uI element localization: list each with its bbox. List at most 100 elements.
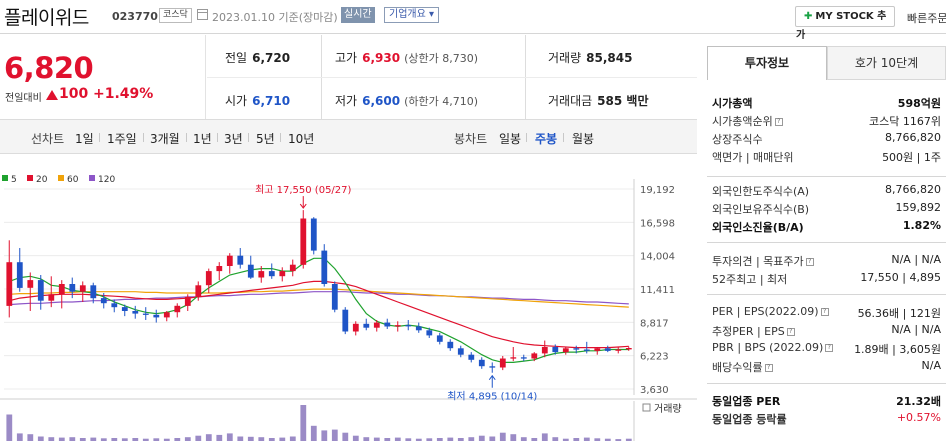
info-row-label: 시가총액순위?	[712, 113, 783, 129]
candle-body	[174, 305, 181, 313]
volume-bar	[48, 437, 55, 441]
info-row-value: 56.36배 | 121원	[857, 307, 941, 320]
candle-body	[499, 358, 506, 368]
info-row-label: 외국인보유주식수(B)	[712, 203, 810, 216]
volume-legend-box	[642, 403, 651, 412]
info-row-label: PER | EPS(2022.09)?	[712, 305, 829, 318]
candle-chart-label: 봉차트	[454, 132, 488, 146]
volume-bar	[247, 436, 254, 441]
volume-bar	[100, 438, 107, 441]
period-1w[interactable]: 1주일	[107, 132, 137, 146]
candle-body	[247, 264, 254, 278]
volume-bar	[279, 437, 286, 441]
candle-body	[510, 357, 517, 359]
info-row-value: N/A | N/A	[891, 323, 941, 336]
period-1d[interactable]: 1일	[75, 132, 94, 146]
help-icon[interactable]: ?	[825, 344, 834, 352]
candle-body	[184, 296, 191, 306]
change-percent: +1.49%	[93, 86, 154, 102]
help-icon[interactable]: ?	[774, 118, 783, 126]
period-3y[interactable]: 3년	[224, 132, 243, 146]
y-tick-label: 3,630	[640, 385, 669, 396]
legend-label-60: 60	[67, 175, 79, 185]
legend-swatch-120	[89, 175, 95, 181]
legend-swatch-20	[27, 175, 33, 181]
info-row: 투자의견 | 목표주가? N/A | N/A	[707, 251, 941, 269]
candle-body	[531, 353, 538, 359]
moving-average-ma20	[9, 280, 629, 349]
y-tick-label: 16,598	[640, 218, 675, 229]
help-icon[interactable]: ?	[786, 328, 795, 336]
candle-body	[111, 303, 118, 308]
volume-bar	[111, 438, 118, 441]
info-row-value: +0.57%	[896, 411, 941, 424]
info-row: 시가총액순위? 코스닥 1167위	[707, 111, 941, 129]
period-10y[interactable]: 10년	[288, 132, 315, 146]
help-icon[interactable]: ?	[764, 364, 773, 372]
volume-bar	[37, 436, 44, 441]
change-amount: 100	[59, 86, 89, 102]
info-row-label: 상장주식수	[712, 133, 763, 146]
period-3m[interactable]: 3개월	[150, 132, 180, 146]
candle-monthly[interactable]: 월봉	[572, 132, 595, 146]
info-row: 외국인소진율(B/A) 1.82%	[707, 217, 941, 235]
candle-body	[90, 285, 97, 299]
chart-period-bar: 선차트 1일 1주일 3개월 1년 3년 5년 10년 봉차트 일봉 주봉 월봉	[0, 119, 697, 154]
candle-body	[625, 348, 632, 350]
volume-bar	[79, 438, 86, 441]
volume-bar	[268, 438, 275, 441]
candle-body	[310, 218, 317, 251]
quick-order-link[interactable]: 빠른주문	[907, 12, 946, 25]
info-row-value: 8,766,820	[885, 183, 941, 196]
period-1y[interactable]: 1년	[193, 132, 212, 146]
volume-bar	[289, 436, 296, 441]
volume-bar	[594, 438, 601, 441]
change-label: 전일대비	[5, 93, 42, 104]
info-row-value: N/A	[921, 359, 941, 372]
candle-body	[352, 323, 359, 332]
volume-bar	[184, 437, 191, 441]
section-divider	[707, 383, 946, 384]
info-row: 동일업종 PER 21.32배	[707, 391, 941, 409]
candle-body	[394, 325, 401, 327]
candle-body	[163, 312, 170, 318]
volume-bar	[541, 433, 548, 441]
legend-swatch-5	[2, 175, 8, 181]
calendar-icon	[197, 9, 208, 20]
info-row-label: 외국인소진율(B/A)	[712, 221, 804, 234]
info-row: 52주최고 | 최저 17,550 | 4,895	[707, 269, 941, 287]
tab-investment-info[interactable]: 투자정보	[707, 46, 827, 80]
volume-bar	[58, 437, 65, 441]
info-row-value: 21.32배	[896, 395, 941, 408]
info-tabs: 투자정보 호가 10단계	[707, 46, 946, 80]
volume-bar	[478, 435, 485, 441]
weekly-candle-chart: 5 20 60 120 19,192 16,598 14,004 11,411 8,817 6,2…	[0, 155, 697, 441]
y-tick-label: 14,004	[640, 252, 675, 263]
investment-info-panel: 투자정보 호가 10단계 시가총액 598억원 시가총액순위? 코스닥 1167위 상장…	[707, 46, 946, 441]
realtime-button[interactable]: 실시간	[341, 7, 375, 23]
candle-daily[interactable]: 일봉	[499, 132, 522, 146]
current-price-panel: 6,820 전일대비 100 +1.49%	[0, 35, 206, 119]
volume-bar	[510, 434, 517, 441]
candle-body	[142, 313, 149, 315]
candle-body	[226, 255, 233, 266]
info-row: 외국인보유주식수(B) 159,892	[707, 199, 941, 217]
period-5y[interactable]: 5년	[256, 132, 275, 146]
volume-bar	[384, 438, 391, 441]
volume-bar	[363, 437, 370, 441]
tab-order-book[interactable]: 호가 10단계	[827, 46, 946, 80]
candle-body	[258, 271, 265, 278]
help-icon[interactable]: ?	[805, 258, 814, 266]
help-icon[interactable]: ?	[820, 308, 829, 316]
candle-body	[121, 307, 128, 311]
market-badge: 코스닥	[159, 8, 192, 23]
company-overview-dropdown[interactable]: 기업개요 ▾	[384, 7, 439, 23]
volume-bar	[121, 438, 128, 441]
candle-weekly[interactable]: 주봉	[535, 132, 558, 146]
candle-body	[615, 349, 622, 351]
y-tick-label: 8,817	[640, 318, 669, 329]
add-my-stock-button[interactable]: ✚ MY STOCK 추가	[795, 6, 895, 41]
volume-bar	[499, 432, 506, 441]
info-row-value: 8,766,820	[885, 131, 941, 144]
info-row: 액면가 | 매매단위 500원 | 1주	[707, 147, 941, 165]
